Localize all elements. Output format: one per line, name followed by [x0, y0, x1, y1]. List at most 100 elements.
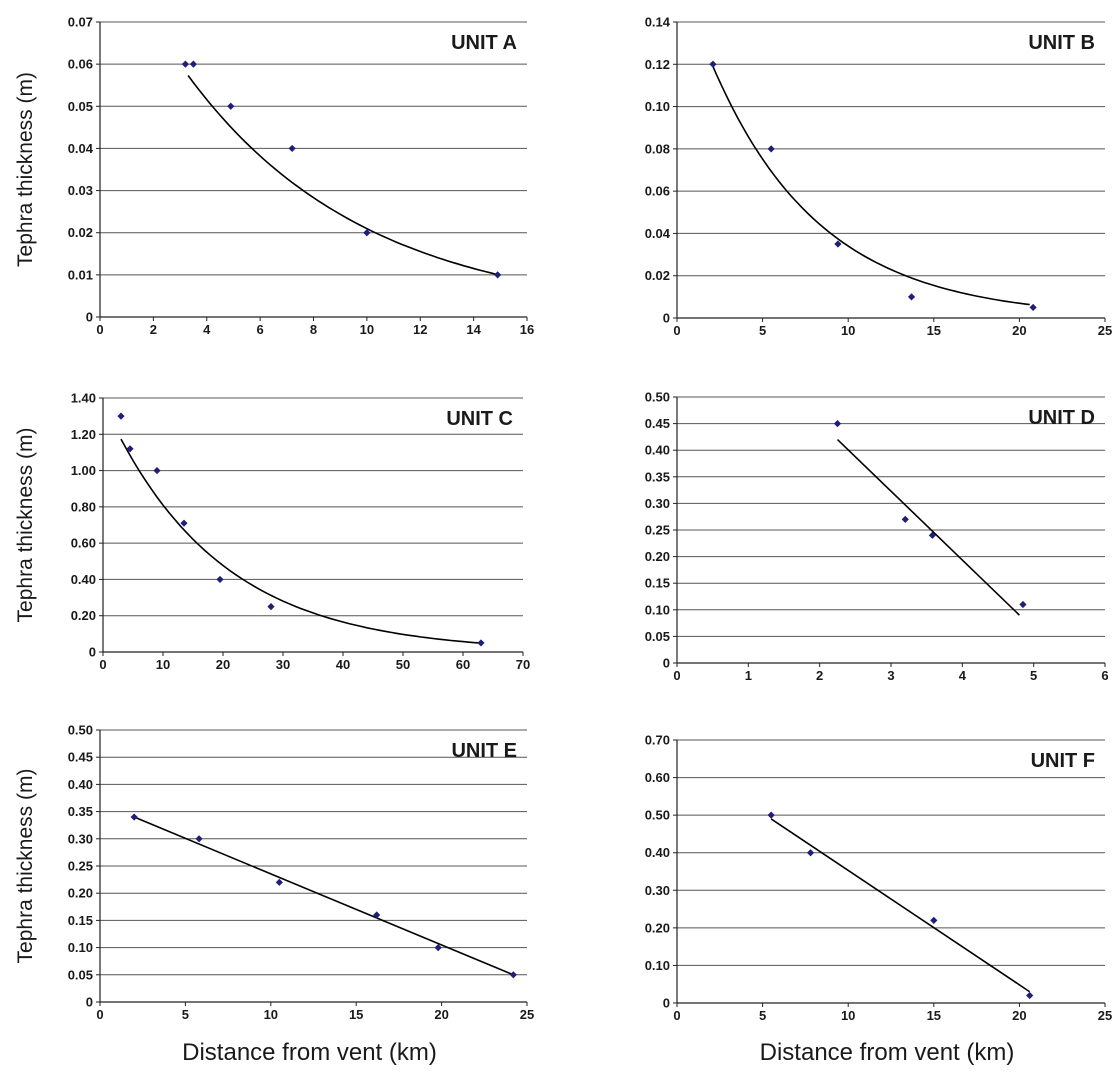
y-tick-label: 0.50	[645, 808, 670, 823]
data-point	[117, 412, 125, 420]
x-tick-label: 40	[336, 657, 350, 672]
data-point	[509, 971, 517, 979]
x-tick-label: 25	[1098, 1008, 1112, 1023]
y-tick-label: 0.02	[645, 268, 670, 283]
x-tick-label: 6	[257, 322, 264, 337]
x-tick-label: 70	[516, 657, 530, 672]
x-tick-label: 10	[264, 1007, 278, 1022]
y-tick-label: 0	[663, 311, 670, 326]
y-tick-label: 0.12	[645, 57, 670, 72]
y-tick-label: 0.45	[68, 750, 93, 765]
data-point	[288, 144, 296, 153]
data-point	[477, 639, 485, 647]
y-tick-label: 0.04	[68, 141, 94, 156]
y-tick-label: 0.20	[645, 549, 670, 564]
y-tick-label: 0.60	[71, 536, 96, 551]
y-tick-label: 0.40	[645, 845, 670, 860]
data-point	[928, 531, 936, 539]
data-point	[130, 813, 138, 821]
y-tick-label: 0.20	[68, 886, 93, 901]
y-tick-label: 0	[663, 656, 670, 671]
x-tick-label: 15	[927, 323, 941, 338]
data-point	[494, 271, 502, 279]
data-point	[1026, 991, 1034, 1000]
data-point	[767, 145, 775, 153]
chart-panel-6: 0 0.10 0.20 0.30 0.40 0.50 0.60 0.70 0 5 10 15 20 25 U…	[645, 733, 1113, 1067]
x-tick-label: 2	[150, 322, 157, 337]
y-tick-label: 0.30	[645, 496, 670, 511]
x-tick-label: 4	[959, 668, 967, 683]
x-tick-label: 10	[360, 322, 374, 337]
x-tick-label: 6	[1101, 668, 1108, 683]
x-tick-label: 5	[182, 1007, 189, 1022]
x-tick-label: 0	[673, 323, 680, 338]
x-tick-label: 20	[1012, 323, 1026, 338]
data-point	[709, 60, 717, 68]
chart-panel-1: 0 0.01 0.02 0.03 0.04 0.05 0.06 0.07 0 2 4 6 8 10 12 14…	[14, 15, 534, 338]
y-tick-label: 0.50	[68, 723, 93, 738]
y-tick-label: 0.35	[645, 469, 670, 484]
data-point	[434, 944, 442, 952]
data-point	[180, 519, 188, 527]
y-tick-label: 0.02	[68, 225, 93, 240]
x-tick-label: 15	[349, 1007, 363, 1022]
y-tick-label: 0.30	[68, 831, 93, 846]
x-tick-label: 25	[1098, 323, 1112, 338]
y-tick-label: 0.10	[645, 602, 670, 617]
y-tick-label: 0.07	[68, 15, 93, 30]
x-tick-label: 4	[203, 322, 211, 337]
y-tick-label: 0	[86, 995, 93, 1010]
y-tick-label: 0.04	[645, 226, 671, 241]
x-tick-label: 10	[841, 1008, 855, 1023]
y-tick-label: 0.10	[68, 940, 93, 955]
y-tick-label: 0.20	[71, 608, 96, 623]
y-tick-label: 1.40	[71, 391, 96, 406]
x-tick-label: 30	[276, 657, 290, 672]
y-tick-label: 0	[86, 310, 93, 325]
data-point	[901, 515, 909, 523]
y-tick-label: 1.00	[71, 463, 96, 478]
chart-panel-3: 0 0.20 0.40 0.60 0.80 1.00 1.20 1.40 0 10 20 30 40 50…	[14, 391, 530, 673]
chart-panel-4: 0 0.05 0.10 0.15 0.20 0.25 0.30 0.35 0.40 0.45 0.5…	[645, 390, 1109, 684]
x-tick-label: 15	[927, 1008, 941, 1023]
y-tick-label: 0.80	[71, 499, 96, 514]
trend-line	[133, 816, 514, 976]
data-point	[363, 229, 371, 237]
y-tick-label: 0.60	[645, 770, 670, 785]
data-point	[189, 60, 198, 68]
y-tick-label: 0.03	[68, 183, 93, 198]
x-tick-label: 0	[99, 657, 106, 672]
y-tick-label: 0.70	[645, 733, 670, 748]
x-tick-label: 5	[759, 323, 766, 338]
data-point	[126, 445, 134, 453]
y-tick-label: 0.06	[68, 57, 93, 72]
trend-line	[187, 75, 501, 276]
trend-line	[710, 62, 1030, 306]
x-tick-label: 5	[1030, 668, 1037, 683]
data-point	[195, 835, 203, 843]
unit-title: UNIT C	[446, 408, 513, 430]
x-tick-label: 0	[673, 1008, 680, 1023]
chart-panel-5: 0 0.05 0.10 0.15 0.20 0.25 0.30 0.35 0.40 0.45 0.5…	[14, 723, 534, 1067]
y-tick-label: 0.05	[645, 629, 670, 644]
unit-title: UNIT F	[1031, 750, 1095, 772]
y-tick-label: 0.20	[645, 920, 670, 935]
y-tick-label: 0.08	[645, 141, 670, 156]
x-tick-label: 14	[466, 322, 481, 337]
x-tick-label: 10	[156, 657, 170, 672]
unit-title: UNIT D	[1028, 407, 1095, 429]
data-point	[275, 878, 283, 886]
data-point	[834, 240, 842, 248]
y-tick-label: 1.20	[71, 427, 96, 442]
x-tick-label: 60	[456, 657, 470, 672]
data-point	[1029, 303, 1037, 312]
y-tick-label: 0.01	[68, 267, 93, 282]
x-tick-label: 25	[520, 1007, 534, 1022]
y-tick-label: 0.15	[645, 576, 670, 591]
data-point	[930, 916, 938, 924]
y-tick-label: 0.50	[645, 390, 670, 405]
trend-line	[836, 438, 1020, 616]
y-tick-label: 0	[663, 996, 670, 1011]
unit-title: UNIT A	[451, 32, 517, 54]
